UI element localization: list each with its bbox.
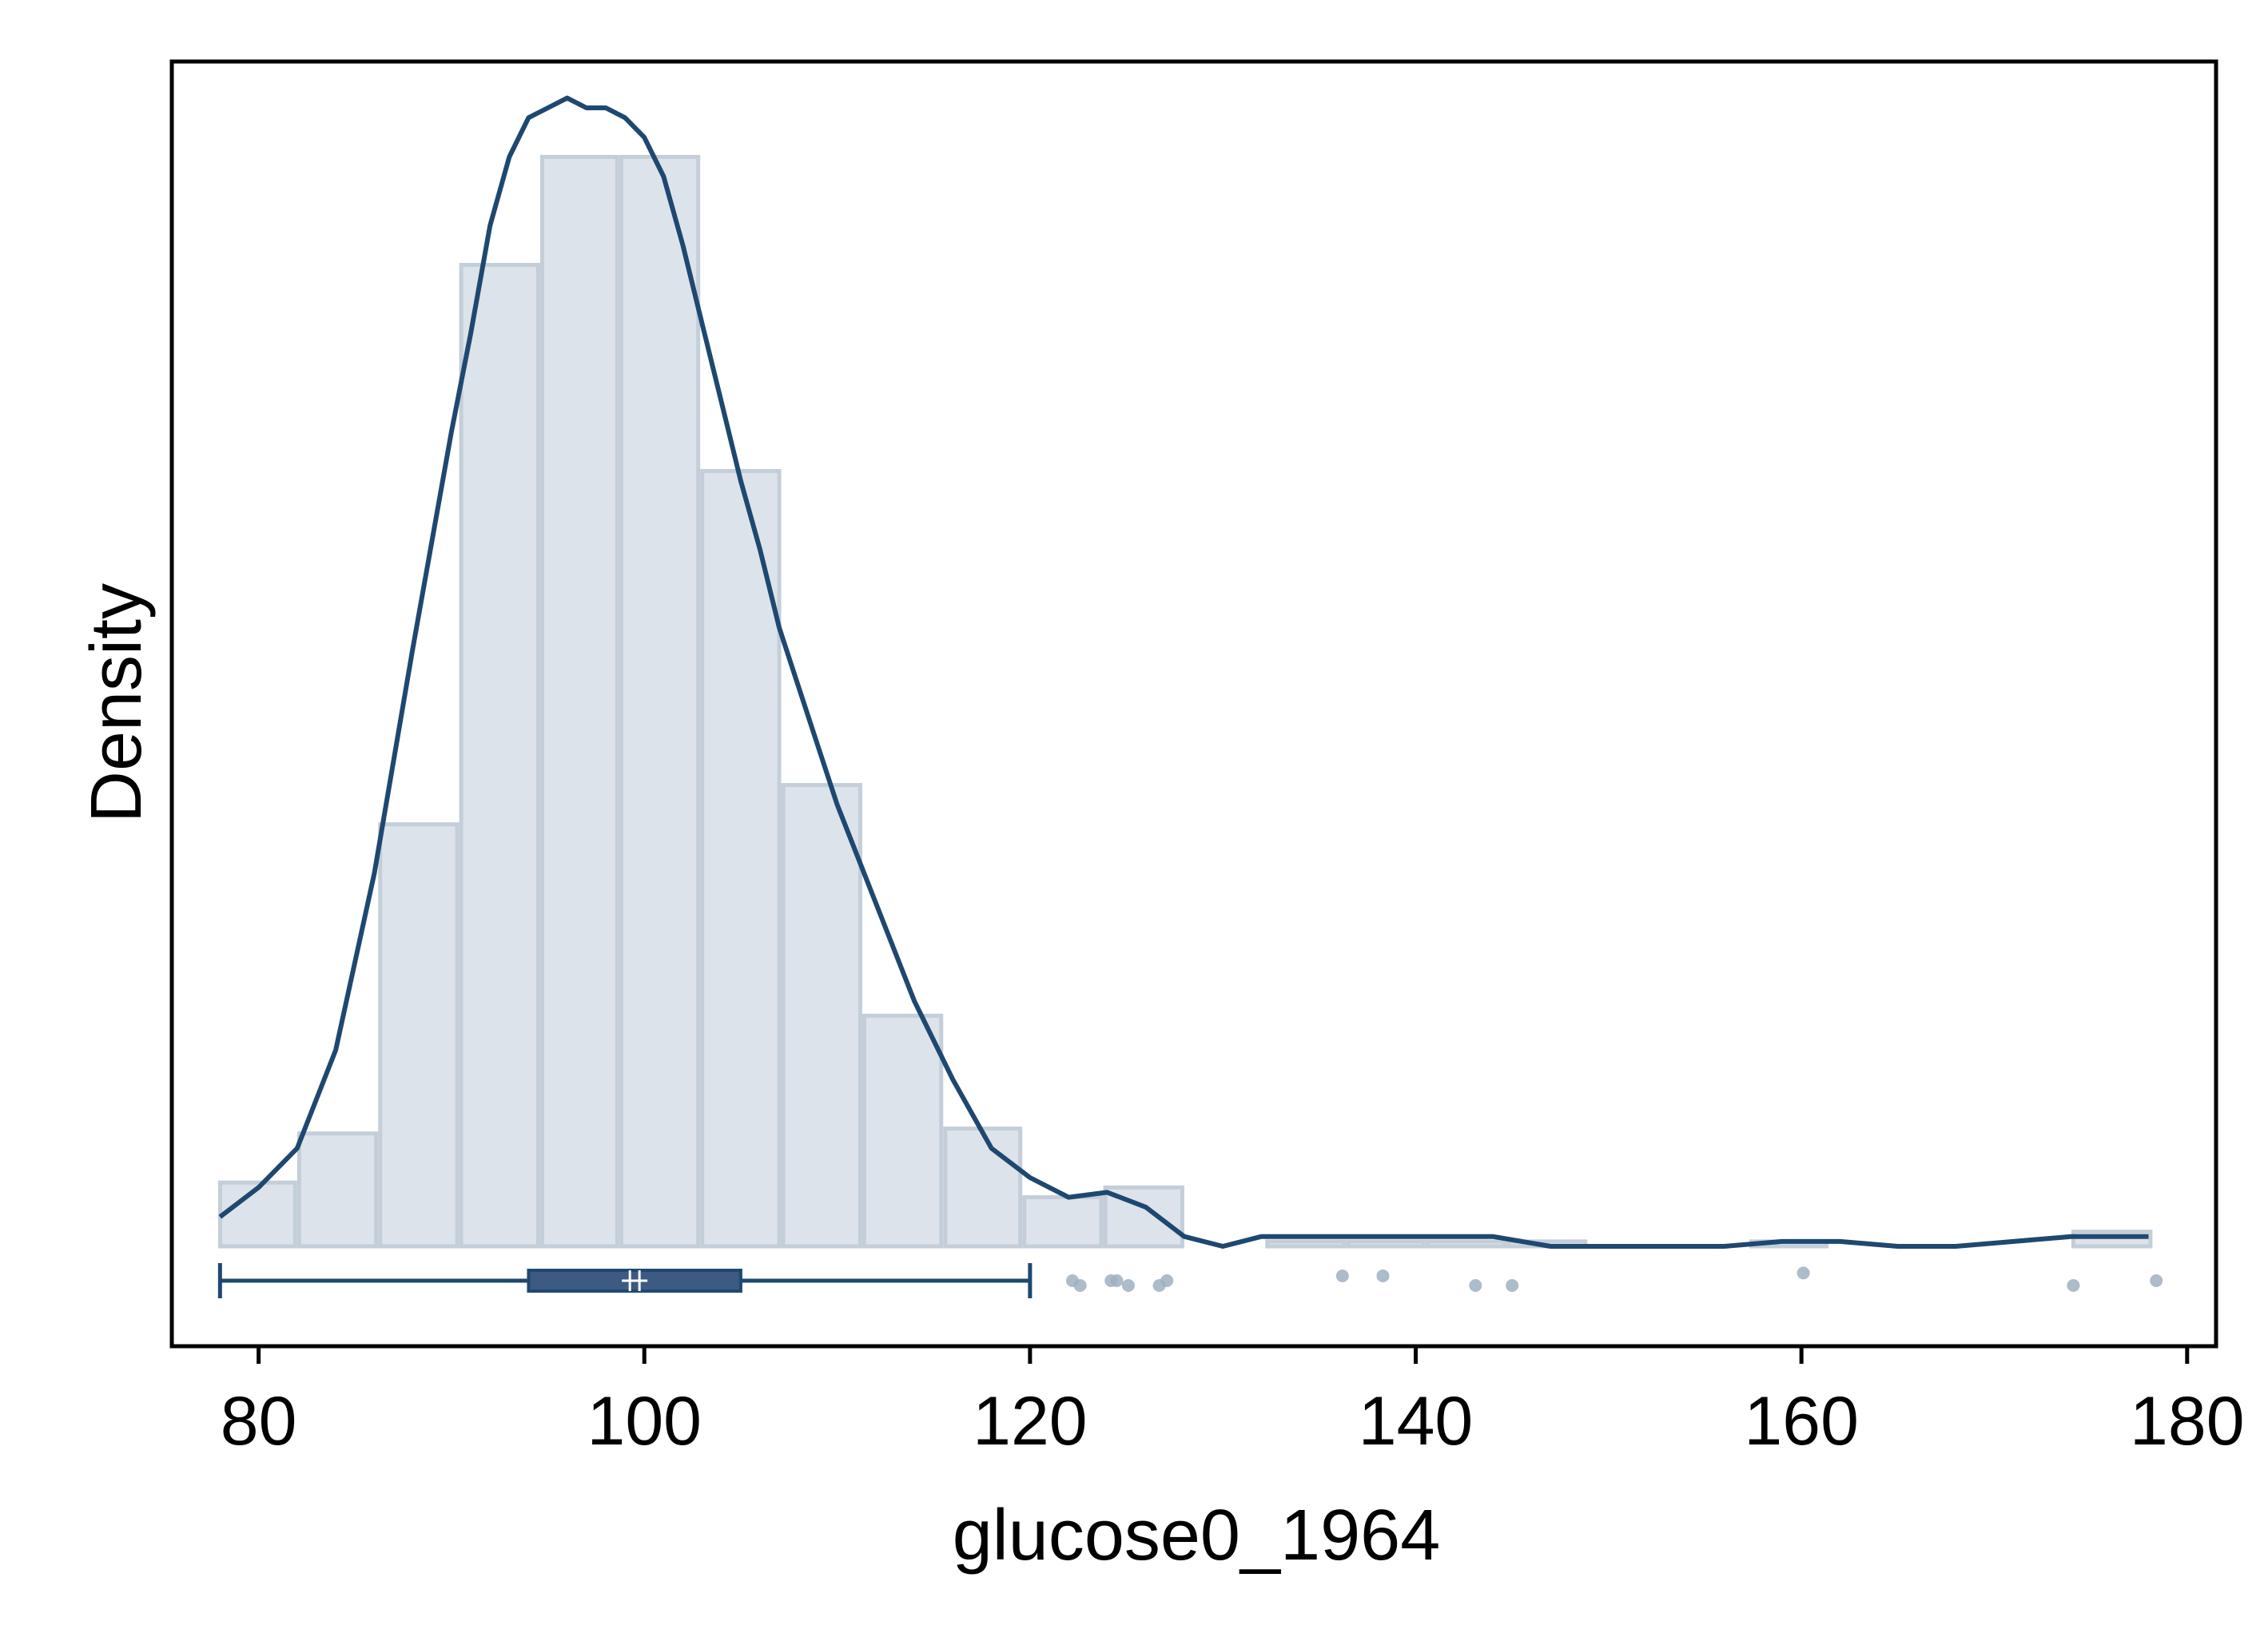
x-axis-label: glucose0_1964 <box>953 1496 1441 1575</box>
outlier-point <box>1796 1266 1810 1280</box>
outlier-point <box>1335 1270 1349 1282</box>
x-tick-label: 80 <box>221 1383 297 1460</box>
x-tick-label: 140 <box>1359 1383 1474 1460</box>
histogram-bar <box>1265 1239 1347 1249</box>
histogram-bar <box>619 154 701 1249</box>
outlier-point <box>1073 1279 1087 1292</box>
histogram-bar <box>459 263 540 1249</box>
histogram-bar <box>861 1013 944 1249</box>
density-curve-layer <box>218 95 2149 1249</box>
histogram-bar <box>700 469 782 1249</box>
boxplot-layer <box>217 1263 2163 1298</box>
outlier-point <box>1376 1270 1390 1282</box>
x-tick-label: 180 <box>2130 1383 2245 1460</box>
histogram-bars <box>217 154 2153 1249</box>
outlier-point <box>1110 1274 1124 1287</box>
x-axis: 80 100 120 140 160 180 <box>172 1344 2245 1460</box>
histogram-bar <box>1022 1195 1104 1249</box>
density-curve <box>218 95 2149 1249</box>
outlier-point <box>2150 1274 2163 1287</box>
outlier-point <box>2067 1279 2080 1292</box>
histogram-bar <box>296 1131 379 1249</box>
x-tick-label: 160 <box>1744 1383 1859 1460</box>
y-axis-label: Density <box>77 583 157 823</box>
histogram-bar <box>217 1180 297 1249</box>
histogram-bar <box>539 154 619 1249</box>
x-tick-label: 120 <box>973 1383 1088 1460</box>
histogram-bar <box>2071 1230 2153 1249</box>
histogram-bar <box>781 783 862 1249</box>
outlier-point <box>1121 1279 1135 1292</box>
outlier-point <box>1506 1279 1519 1292</box>
outlier-point <box>1469 1279 1482 1292</box>
histogram-bar <box>378 822 460 1249</box>
x-tick-label: 100 <box>587 1383 702 1460</box>
histogram-bar <box>1346 1239 1426 1249</box>
histogram-bar <box>1425 1239 1506 1249</box>
histogram-bar <box>943 1126 1023 1249</box>
outlier-point <box>1160 1274 1174 1287</box>
